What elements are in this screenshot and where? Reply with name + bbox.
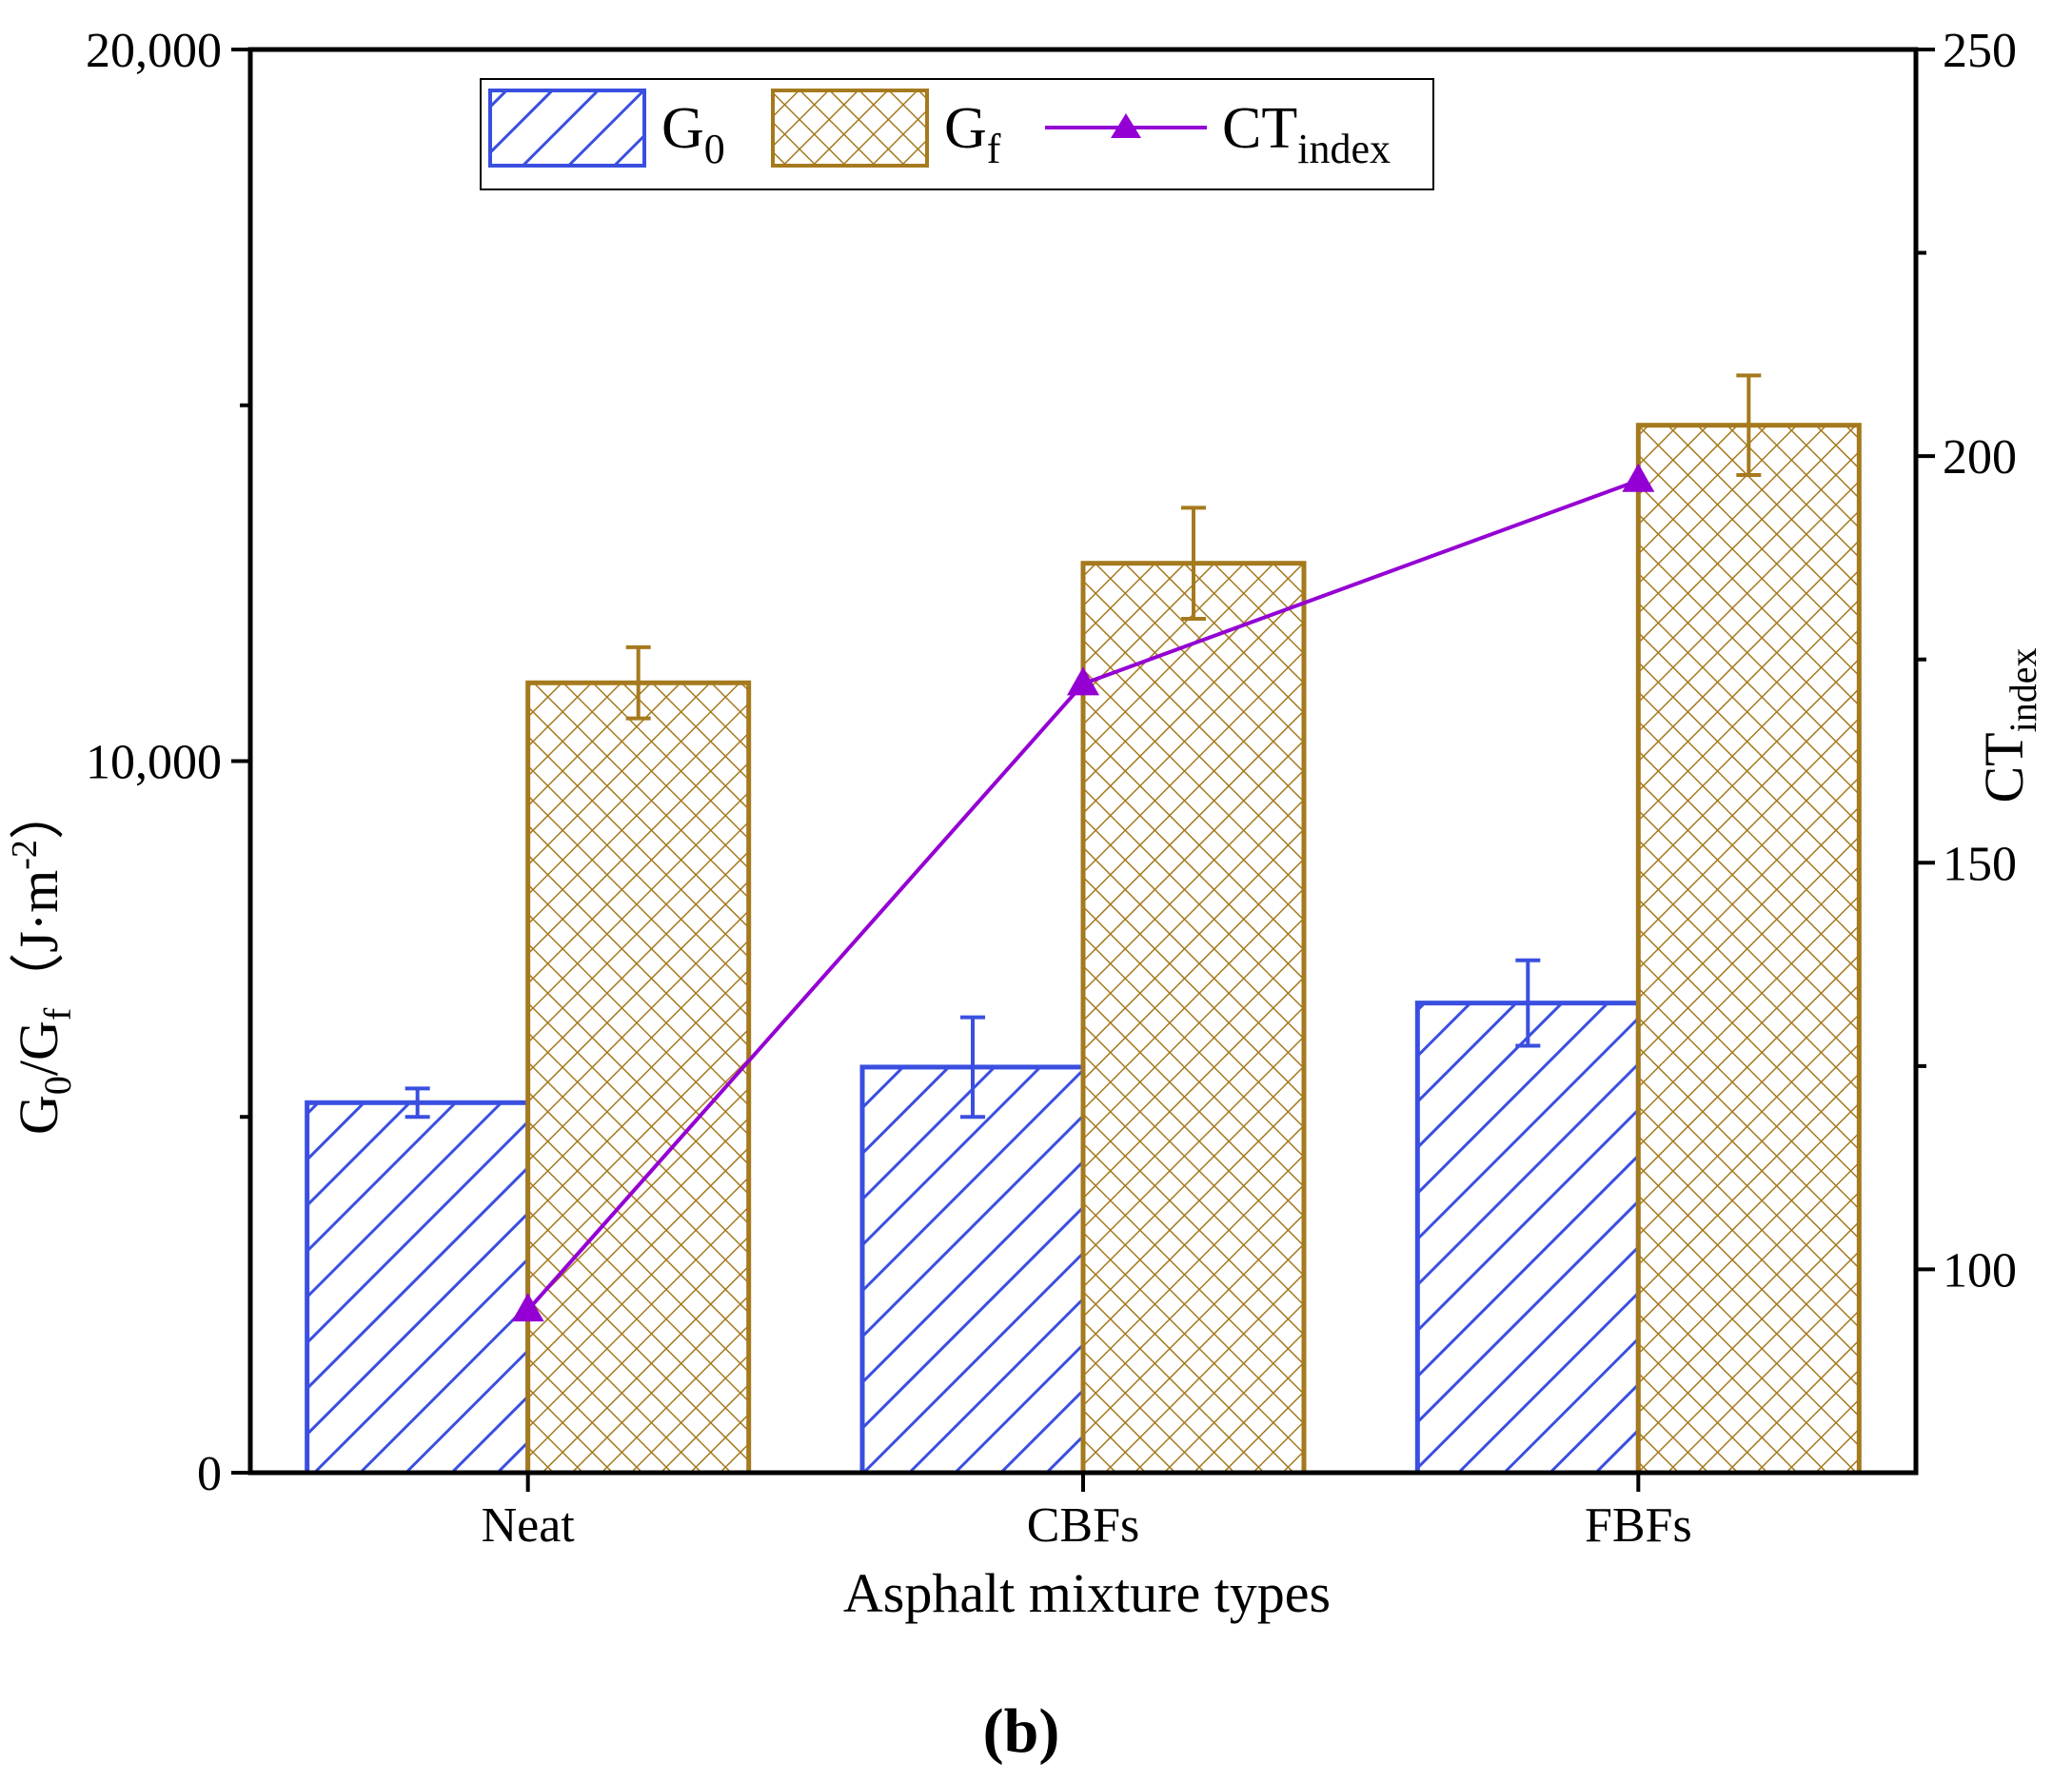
bar-g0-neat bbox=[305, 1100, 531, 1476]
ct-index-marker-neat bbox=[511, 1293, 544, 1322]
error-bars-layer bbox=[405, 373, 1762, 1120]
bar-g0-cbfs bbox=[859, 1064, 1086, 1476]
bar-gf-cbfs bbox=[1080, 561, 1307, 1476]
y-tick-label: 0 bbox=[197, 1447, 222, 1501]
panel-label: (b) bbox=[983, 1696, 1060, 1766]
ct-index-line-layer bbox=[511, 463, 1655, 1322]
bar-gf-neat bbox=[525, 680, 752, 1476]
y-tick-label: 10,000 bbox=[86, 736, 222, 790]
y2-tick-label: 200 bbox=[1943, 430, 2017, 485]
legend-label-g0: G0 bbox=[661, 96, 725, 172]
y2-tick-label: 100 bbox=[1943, 1243, 2017, 1298]
y-tick-label: 20,000 bbox=[86, 24, 222, 78]
x-tick-label-neat: Neat bbox=[482, 1498, 576, 1553]
legend: G0 Gf CTindex bbox=[480, 78, 1434, 190]
y2-tick-label: 250 bbox=[1943, 24, 2017, 78]
legend-swatch-ct-marker bbox=[1111, 113, 1141, 138]
y2-axis-title: CTindex bbox=[1973, 648, 2044, 803]
legend-swatch-g0 bbox=[488, 89, 646, 168]
legend-label-ct: CTindex bbox=[1222, 96, 1391, 172]
y2-tick-label: 150 bbox=[1943, 837, 2017, 891]
ct-index-marker-cbfs bbox=[1067, 666, 1099, 696]
bar-g0-fbfs bbox=[1414, 1001, 1641, 1476]
bars-layer bbox=[305, 423, 1862, 1476]
x-tick-label-cbfs: CBFs bbox=[1027, 1498, 1140, 1553]
axis-ticks-layer: 0 10,000 20,000 100 150 200 250 bbox=[86, 24, 2017, 1501]
legend-label-gf: Gf bbox=[944, 96, 1001, 172]
y-axis-title: G0/Gf（J·m-2） bbox=[5, 784, 79, 1135]
legend-swatch-gf bbox=[771, 89, 929, 168]
ct-index-marker-fbfs bbox=[1622, 463, 1655, 492]
bar-gf-fbfs bbox=[1635, 423, 1862, 1476]
x-axis-title: Asphalt mixture types bbox=[843, 1562, 1331, 1624]
x-tick-label-fbfs: FBFs bbox=[1585, 1498, 1692, 1553]
category-labels-layer: Neat CBFs FBFs bbox=[482, 1498, 1692, 1553]
